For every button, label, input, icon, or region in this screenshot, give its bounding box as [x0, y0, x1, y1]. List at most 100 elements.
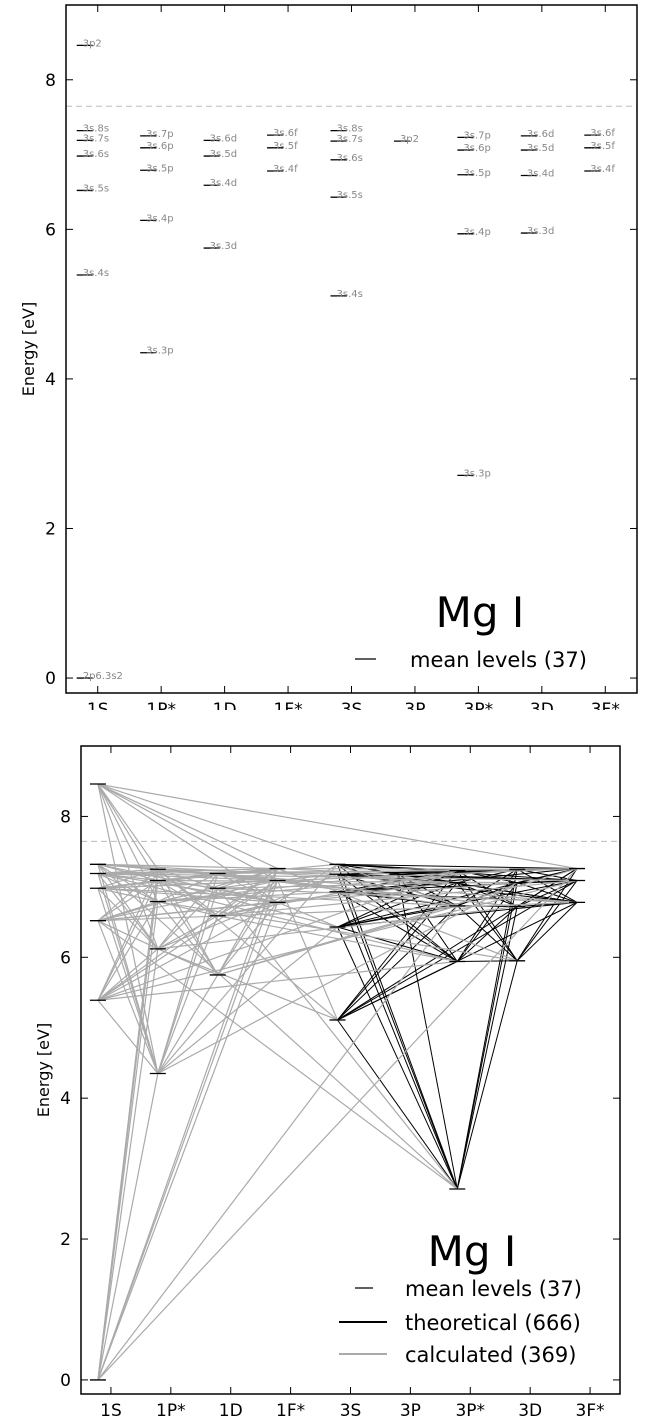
- calculated-transition: [157, 915, 219, 950]
- calculated-transition: [97, 960, 458, 1001]
- calculated-transition: [157, 873, 219, 1074]
- theoretical-transition: [337, 891, 458, 962]
- theoretical-transition: [456, 905, 518, 962]
- calculated-transition: [97, 863, 159, 903]
- theoretical-transition: [337, 882, 458, 1021]
- calculated-transition: [157, 915, 219, 1074]
- y-tick-label: 0: [45, 669, 56, 689]
- level-label: 2p6.3s2: [83, 671, 123, 682]
- level-label: 3s.5d: [527, 143, 554, 154]
- level-label: 3s.5f: [590, 141, 615, 152]
- calculated-transition: [97, 948, 159, 1380]
- calculated-transition: [97, 783, 278, 870]
- level-label: 3s.4p: [146, 213, 173, 224]
- calculated-transition: [97, 880, 159, 922]
- theoretical-transition: [456, 870, 518, 962]
- calculated-transition: [97, 901, 578, 922]
- calculated-transition: [97, 783, 159, 870]
- calculated-transition: [277, 880, 339, 1021]
- calculated-transition: [157, 891, 338, 903]
- bottom-transition-diagram: 0 2 4 6 8 1S 1P* 1D 1F* 3S 3P 3P* 3D 3F* Energy [eV] Mg…: [34, 745, 621, 1421]
- calculated-transition: [97, 873, 159, 950]
- level-label: 3s.7p: [146, 129, 173, 140]
- x-tick-label-3P: 3P: [400, 1401, 421, 1421]
- calculated-transition: [217, 872, 458, 907]
- calculated-transition: [277, 873, 338, 882]
- calculated-transition: [217, 887, 458, 1190]
- theoretical-transition: [456, 882, 518, 962]
- calculated-transition: [97, 869, 159, 1380]
- theoretical-transition: [337, 891, 458, 1190]
- level-label: 3s.6s: [83, 149, 109, 160]
- calculated-transition: [277, 867, 518, 962]
- legend-label-0: mean levels (37): [405, 1277, 582, 1301]
- calculated-transition: [97, 783, 159, 902]
- level-label: 3s.3p: [463, 468, 490, 479]
- calculated-transition: [97, 868, 578, 1381]
- calculated-transition: [157, 926, 338, 1074]
- x-tick-label-1D: 1D: [213, 700, 237, 710]
- calculated-transition: [97, 867, 578, 889]
- theoretical-transition: [337, 868, 578, 893]
- top-energy-diagram: 0 2 4 6 8 1S 1P* 1D 1F* 3S 3P 3P* 3D 3F* Energy [eV] 2p…: [19, 4, 638, 710]
- ion-title: Mg I: [436, 588, 525, 637]
- theoretical-transition: [337, 926, 458, 963]
- level-label: 3s.5p: [463, 168, 490, 179]
- theoretical-transition: [396, 874, 458, 1190]
- calculated-transition: [97, 783, 278, 882]
- calculated-transition: [97, 920, 159, 950]
- calculated-transition: [217, 915, 458, 963]
- y-tick-label: 0: [60, 1371, 71, 1391]
- level-label: 3s.6f: [273, 128, 298, 139]
- calculated-transition: [157, 901, 218, 917]
- calculated-transition: [157, 974, 219, 1074]
- calculated-transition: [217, 882, 458, 889]
- calculated-transition: [97, 887, 458, 907]
- theoretical-transition: [516, 880, 578, 908]
- level-label: 3s.5s: [83, 183, 109, 194]
- level-label: 3s.8s: [337, 124, 363, 135]
- calculated-transition: [157, 888, 219, 1074]
- calculated-transition: [97, 1073, 159, 1381]
- calculated-transition: [157, 901, 518, 962]
- x-tick-label-1F*: 1F*: [274, 700, 303, 710]
- calculated-transition: [97, 863, 458, 1190]
- transition-lines: [97, 783, 578, 1381]
- level-label: 3s.4f: [590, 164, 615, 175]
- level-label: 3s.3d: [527, 226, 554, 237]
- level-label: 3s.3d: [210, 241, 237, 252]
- x-tick-label-3F*: 3F*: [576, 1401, 605, 1421]
- theoretical-transition: [516, 902, 578, 962]
- theoretical-transition: [337, 1019, 458, 1190]
- level-label: 3s.6p: [463, 143, 490, 154]
- x-tick-label-1S: 1S: [100, 1401, 122, 1421]
- x-tick-label-3S: 3S: [340, 1401, 362, 1421]
- theoretical-transition: [457, 960, 518, 963]
- level-label: 3s.6p: [146, 141, 173, 152]
- theoretical-transition: [337, 873, 458, 907]
- calculated-transition: [97, 783, 578, 870]
- x-tick-label-1F*: 1F*: [276, 1401, 305, 1421]
- calculated-transition: [277, 901, 338, 928]
- level-label: 3s.6d: [210, 133, 237, 144]
- y-tick-label: 8: [45, 71, 56, 91]
- y-tick-label: 6: [60, 948, 71, 968]
- x-tick-label-3P*: 3P*: [464, 700, 494, 710]
- theoretical-transition: [457, 868, 518, 907]
- level-label: 3s.5s: [337, 190, 363, 201]
- calculated-transition: [97, 887, 158, 903]
- theoretical-transition: [516, 880, 578, 962]
- x-tick-label-1D: 1D: [219, 1401, 243, 1421]
- y-tick-label: 8: [60, 807, 71, 827]
- x-tick-label-1P*: 1P*: [156, 1401, 186, 1421]
- legend-label-mean-levels: mean levels (37): [410, 648, 587, 672]
- theoretical-transition: [516, 868, 578, 962]
- x-tick-label-3D: 3D: [530, 700, 554, 710]
- theoretical-transition: [337, 863, 458, 962]
- level-label: 3s.4f: [273, 164, 298, 175]
- level-label: 3s.8s: [83, 124, 109, 135]
- level-label: 3s.7s: [83, 133, 109, 144]
- x-tick-label-3P: 3P: [404, 700, 425, 710]
- calculated-transition: [97, 783, 458, 907]
- y-tick-label: 2: [60, 1230, 71, 1250]
